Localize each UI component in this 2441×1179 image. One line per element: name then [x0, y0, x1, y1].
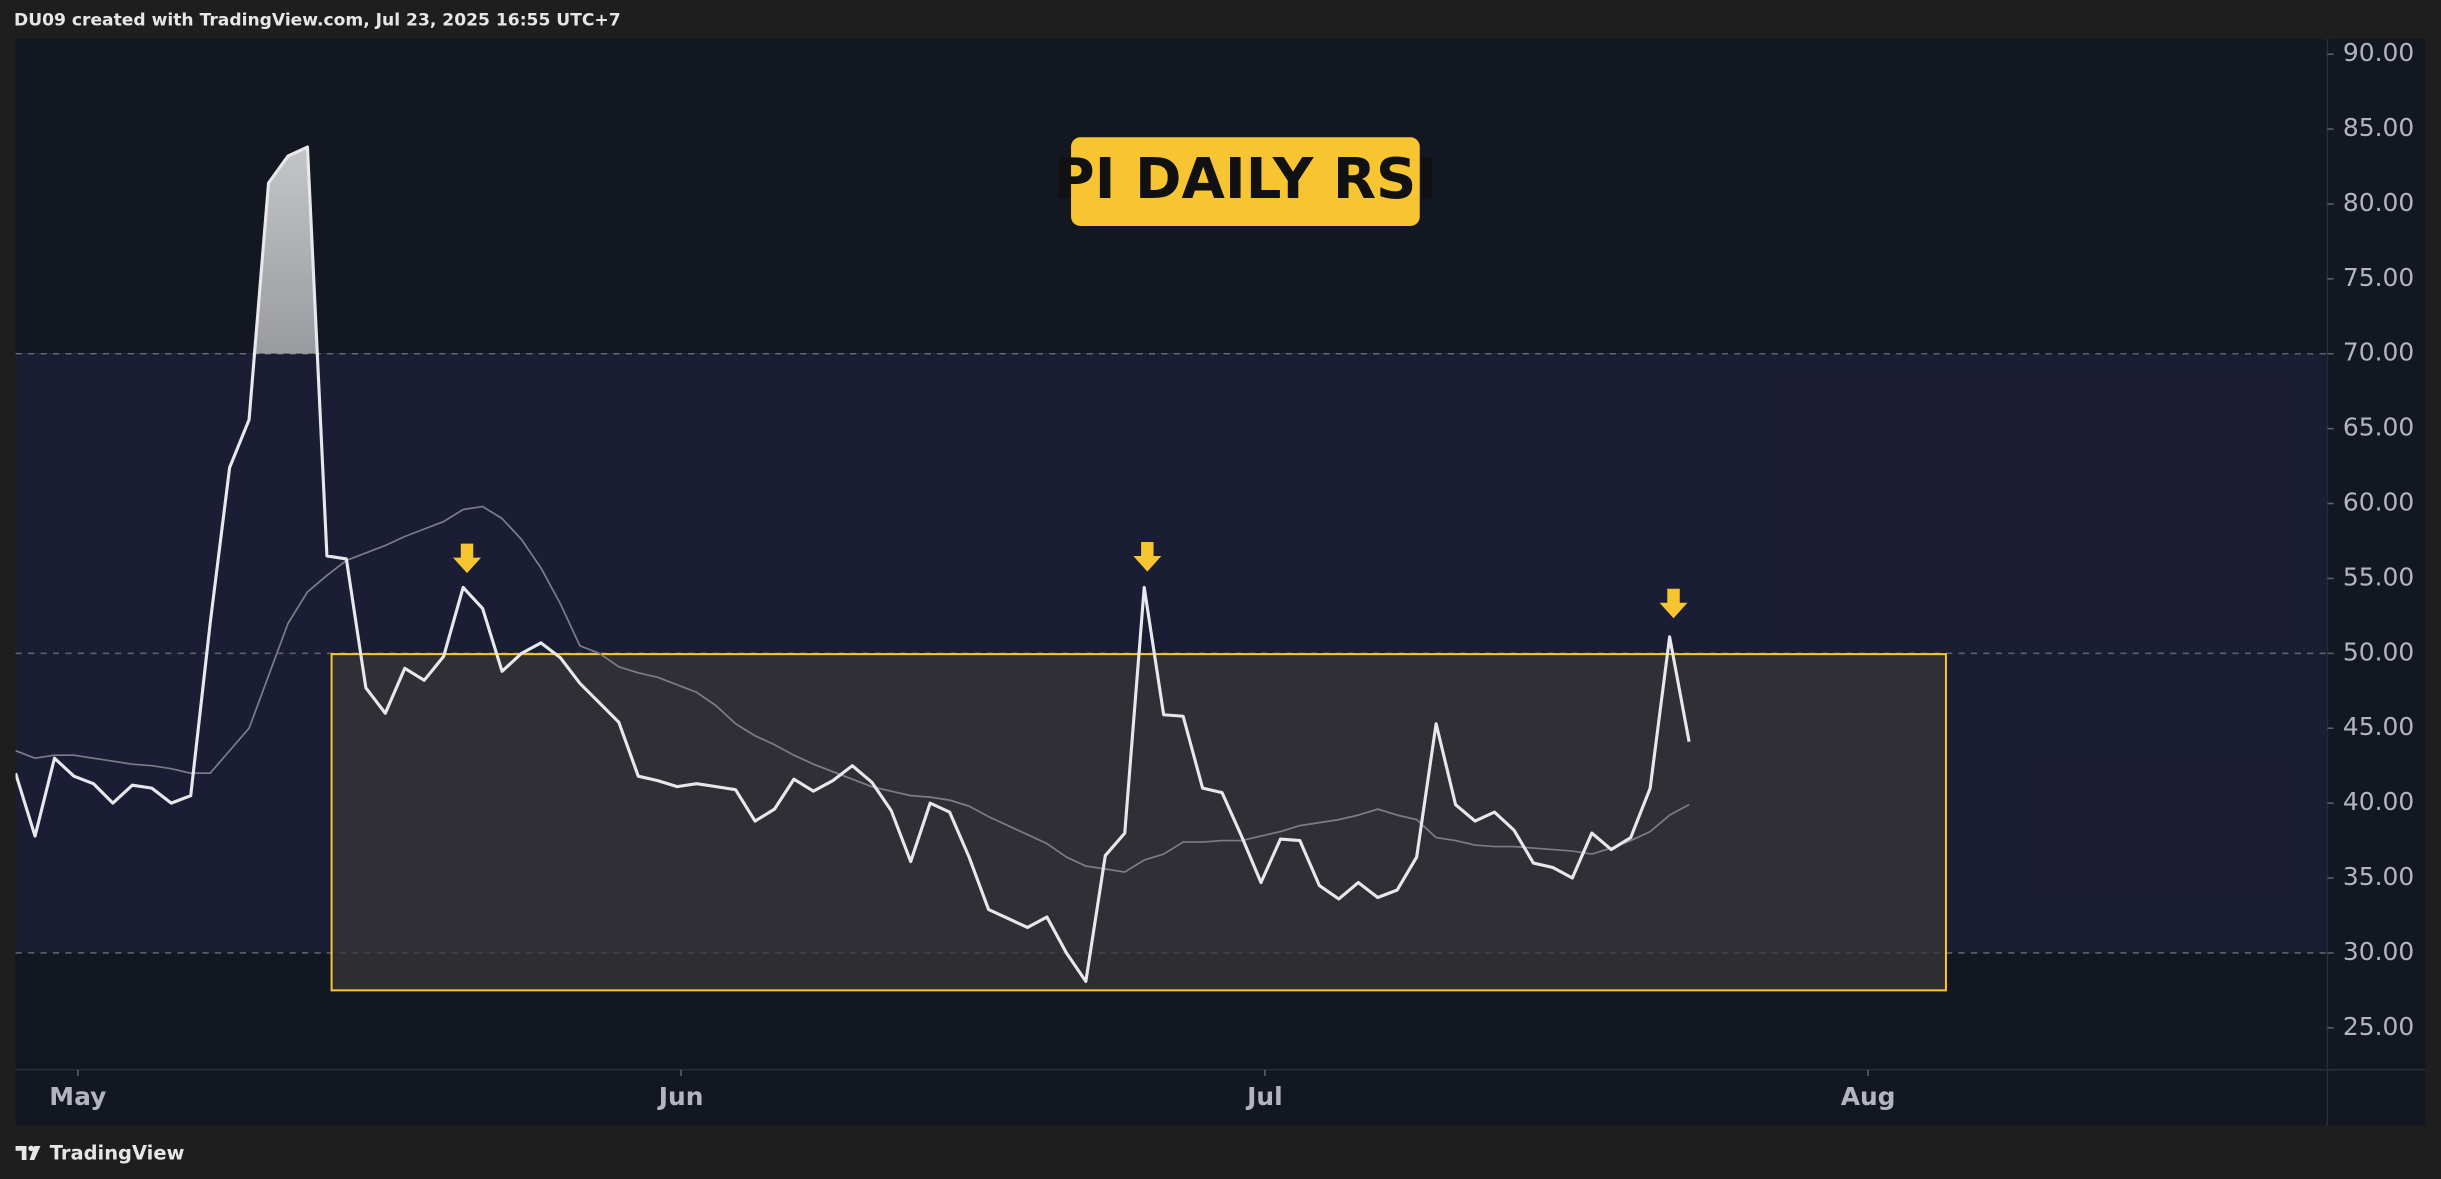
- range-box: [330, 653, 1947, 992]
- y-tick-label: 30.00: [2343, 937, 2414, 966]
- y-tick-label: 85.00: [2343, 113, 2414, 142]
- arrows: [453, 542, 1688, 619]
- overbought-area: [254, 147, 318, 354]
- y-tick-label: 65.00: [2343, 413, 2414, 442]
- y-tick-label: 25.00: [2343, 1012, 2414, 1041]
- y-tick-label: 45.00: [2343, 712, 2414, 741]
- rsi-ma-line: [15, 505, 1690, 873]
- axes: 25.00 30.00 35.00 40.00 45.00 50.00 55.00 60.00…: [49, 38, 2414, 1111]
- header-text: DU09 created with TradingView.com, Jul 2…: [14, 11, 621, 31]
- y-tick-label: 60.00: [2343, 488, 2414, 517]
- logo-part: [15, 1146, 27, 1161]
- chart-title: PI DAILY RSI: [1054, 147, 1438, 212]
- x-tick-label: Aug: [1841, 1082, 1896, 1111]
- arrow: [453, 543, 482, 574]
- arrow: [1659, 588, 1688, 619]
- footer-logo: [15, 1145, 41, 1161]
- y-tick-label: 40.00: [2343, 787, 2414, 816]
- y-tick-label: 90.00: [2343, 38, 2414, 67]
- arrow: [1133, 542, 1162, 572]
- y-tick-label: 35.00: [2343, 862, 2414, 891]
- y-tick-label: 55.00: [2343, 562, 2414, 591]
- lines: [15, 145, 1691, 983]
- plot: [15, 145, 2328, 992]
- y-tick-label: 50.00: [2343, 637, 2414, 666]
- rsi-line: [15, 145, 1691, 983]
- y-tick-label: 75.00: [2343, 263, 2414, 292]
- footer-brand: TradingView: [50, 1141, 185, 1164]
- x-tick-label: May: [49, 1082, 106, 1111]
- title-badge: [1071, 137, 1420, 226]
- y-tick-label: 80.00: [2343, 188, 2414, 217]
- y-tick-label: 70.00: [2343, 338, 2414, 367]
- x-tick-label: Jun: [657, 1082, 704, 1111]
- logo-part: [28, 1145, 34, 1152]
- logo-part: [29, 1146, 41, 1161]
- x-tick-label: Jul: [1245, 1082, 1283, 1111]
